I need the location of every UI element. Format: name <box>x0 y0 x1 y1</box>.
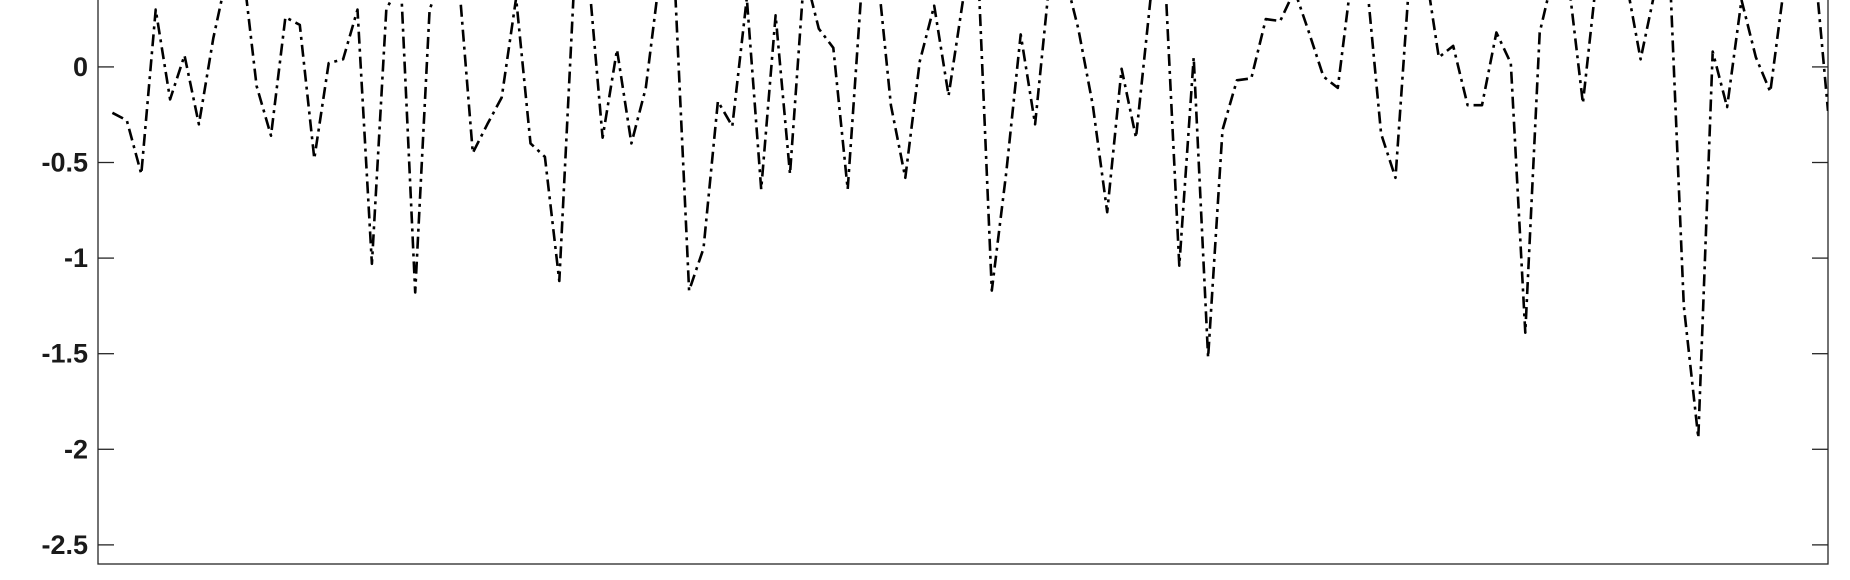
plot-border <box>97 0 1829 565</box>
y-tick-label: -1 <box>64 243 88 273</box>
y-tick-label: -1.5 <box>41 339 88 369</box>
y-ticks <box>98 66 1828 546</box>
y-tick-labels: -2.5 -2 -1.5 -1 -0.5 0 <box>41 52 88 560</box>
axes-frame <box>97 0 1829 565</box>
y-tick-label: -2 <box>64 434 88 464</box>
y-tick-label: -0.5 <box>41 148 88 178</box>
y-tick-label: 0 <box>73 52 88 82</box>
y-tick-label: -2.5 <box>41 530 88 560</box>
series-layer <box>111 0 1828 440</box>
series-line <box>111 0 1828 440</box>
